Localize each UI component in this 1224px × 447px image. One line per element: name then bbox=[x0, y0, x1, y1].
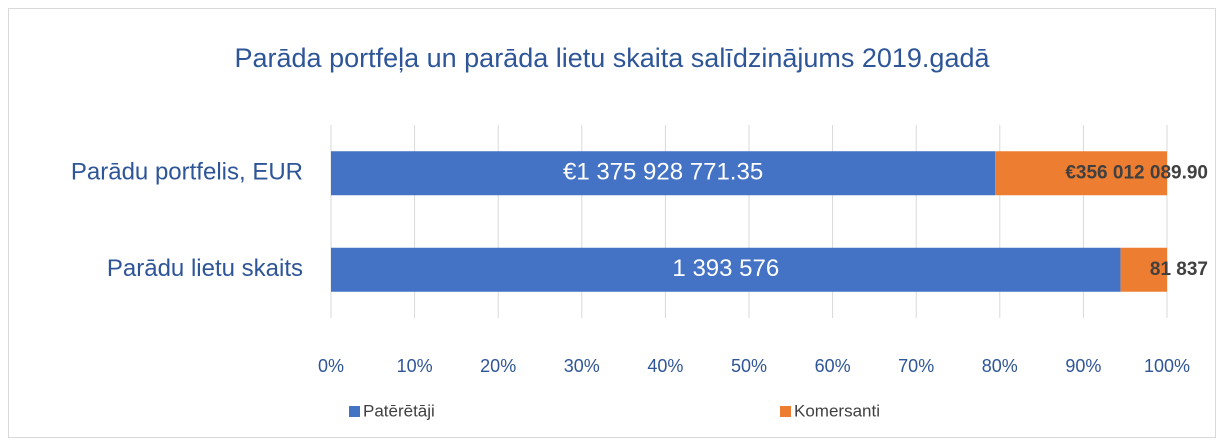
bar bbox=[331, 151, 996, 196]
x-tick-label: 100% bbox=[1144, 356, 1190, 376]
data-label: 1 393 576 bbox=[672, 255, 779, 282]
legend-swatch bbox=[349, 406, 360, 417]
x-tick-label: 80% bbox=[982, 356, 1018, 376]
x-tick-label: 60% bbox=[815, 356, 851, 376]
bar bbox=[995, 151, 1167, 196]
data-label: 81 837 bbox=[1150, 259, 1208, 280]
y-tick-label: Parādu portfelis, EUR bbox=[71, 159, 303, 186]
bar bbox=[1120, 247, 1167, 292]
legend-label: Komersanti bbox=[794, 401, 880, 420]
x-tick-label: 70% bbox=[898, 356, 934, 376]
x-tick-label: 0% bbox=[318, 356, 344, 376]
chart-title: Parāda portfeļa un parāda lietu skaita s… bbox=[235, 43, 991, 73]
y-tick-label: Parādu lietu skaits bbox=[107, 255, 303, 282]
legend-label: Patērētāji bbox=[363, 401, 435, 420]
x-tick-label: 30% bbox=[564, 356, 600, 376]
bar bbox=[331, 247, 1121, 292]
legend-swatch bbox=[780, 406, 791, 417]
data-label: €1 375 928 771.35 bbox=[563, 159, 763, 186]
chart-border bbox=[8, 8, 1216, 438]
x-tick-label: 20% bbox=[480, 356, 516, 376]
data-label: €356 012 089.90 bbox=[1065, 162, 1208, 183]
x-tick-label: 90% bbox=[1065, 356, 1101, 376]
x-tick-label: 50% bbox=[731, 356, 767, 376]
x-tick-label: 10% bbox=[397, 356, 433, 376]
x-tick-label: 40% bbox=[647, 356, 683, 376]
